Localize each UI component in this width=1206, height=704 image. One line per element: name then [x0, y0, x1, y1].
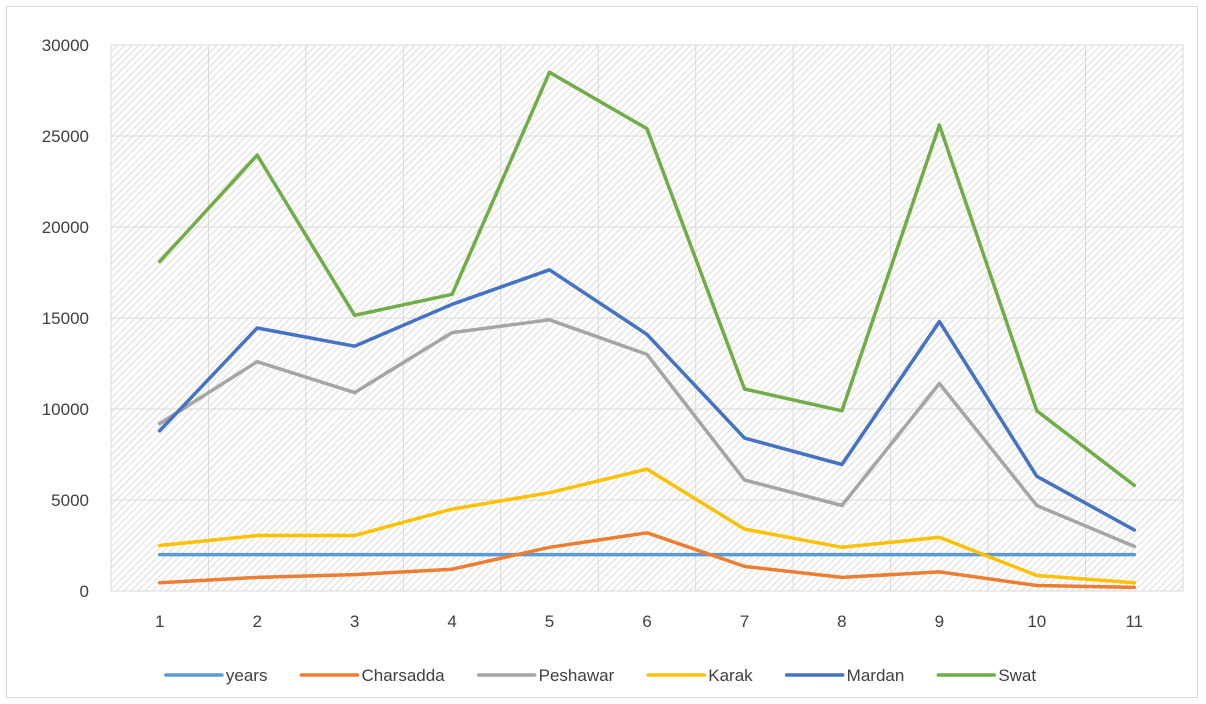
x-tick-label: 3 — [350, 612, 359, 631]
y-tick-label: 20000 — [42, 218, 89, 237]
y-tick-label: 10000 — [42, 400, 89, 419]
legend-label: Swat — [998, 666, 1036, 685]
series-line-peshawar — [157, 318, 1137, 549]
legend-label: Charsadda — [361, 666, 445, 685]
legend-label: Mardan — [847, 666, 905, 685]
legend-item-peshawar: Peshawar — [476, 666, 615, 685]
x-tick-label: 4 — [447, 612, 456, 631]
y-tick-label: 30000 — [42, 36, 89, 55]
y-tick-label: 25000 — [42, 127, 89, 146]
legend-item-charsadda: Charsadda — [299, 666, 445, 685]
legend-label: years — [226, 666, 268, 685]
x-tick-label: 8 — [837, 612, 846, 631]
series-line-swat — [157, 70, 1137, 488]
series-line-karak — [157, 467, 1137, 585]
x-tick-label: 1 — [155, 612, 164, 631]
series-line-mardan — [157, 268, 1137, 532]
y-tick-label: 0 — [80, 582, 89, 601]
chart-frame: 0 5000 10000 15000 20000 25000 30000 1 2 3 4 5 6 7 8 9… — [6, 6, 1198, 698]
x-tick-label: 7 — [740, 612, 749, 631]
page-corner-fold — [1137, 7, 1197, 47]
y-tick-label: 5000 — [51, 491, 89, 510]
legend-item-karak: Karak — [646, 666, 753, 685]
legend-item-mardan: Mardan — [784, 666, 905, 685]
x-tick-label: 5 — [545, 612, 554, 631]
y-tick-label: 15000 — [42, 309, 89, 328]
x-tick-label: 11 — [1125, 612, 1143, 631]
legend-label: Peshawar — [539, 666, 615, 685]
legend-item-years: years — [164, 666, 268, 685]
line-chart: 0 5000 10000 15000 20000 25000 30000 1 2 3 4 5 6 7 8 9… — [42, 36, 1184, 685]
x-tick-label: 6 — [642, 612, 651, 631]
x-tick-label: 10 — [1027, 612, 1046, 631]
series-line-charsadda — [157, 531, 1137, 590]
legend-label: Karak — [708, 666, 753, 685]
x-tick-label: 9 — [935, 612, 944, 631]
legend-item-swat: Swat — [936, 666, 1036, 685]
x-tick-label: 2 — [252, 612, 261, 631]
